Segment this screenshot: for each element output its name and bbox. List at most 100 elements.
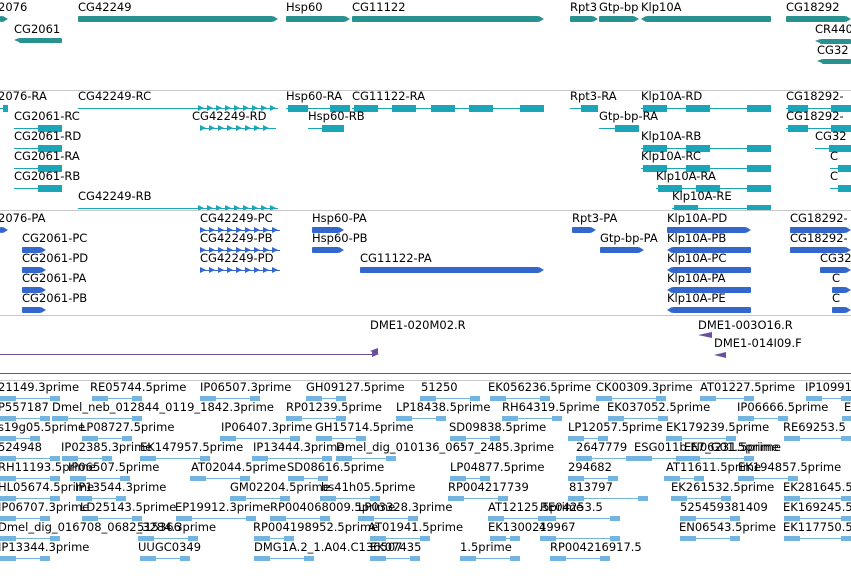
- transcript-glyph[interactable]: [286, 105, 350, 112]
- est-glyph[interactable]: [420, 396, 480, 401]
- transcript-glyph[interactable]: [14, 145, 62, 152]
- protein-glyph[interactable]: [200, 227, 280, 233]
- protein-glyph[interactable]: [667, 247, 751, 253]
- est-glyph[interactable]: [0, 496, 60, 501]
- est-glyph[interactable]: [596, 396, 666, 401]
- protein-glyph[interactable]: [667, 267, 751, 273]
- protein-glyph[interactable]: [832, 307, 851, 313]
- est-glyph[interactable]: [784, 516, 851, 521]
- est-glyph[interactable]: [680, 536, 740, 541]
- est-glyph[interactable]: [254, 556, 314, 561]
- protein-glyph[interactable]: [667, 287, 751, 293]
- est-glyph[interactable]: [568, 436, 608, 441]
- gene-glyph[interactable]: [0, 16, 8, 22]
- est-glyph[interactable]: [76, 496, 126, 501]
- gene-glyph[interactable]: [641, 16, 771, 22]
- gene-glyph[interactable]: [14, 38, 62, 43]
- est-glyph[interactable]: [666, 436, 736, 441]
- est-glyph[interactable]: [230, 496, 290, 501]
- protein-glyph[interactable]: [200, 247, 280, 253]
- est-glyph[interactable]: [396, 416, 446, 421]
- gene-glyph[interactable]: [815, 39, 851, 44]
- est-glyph[interactable]: [254, 536, 294, 541]
- est-glyph[interactable]: [460, 556, 520, 561]
- est-glyph[interactable]: [0, 556, 50, 561]
- gene-glyph[interactable]: [570, 16, 598, 22]
- transcript-glyph[interactable]: [641, 165, 771, 172]
- transcript-glyph[interactable]: [786, 125, 851, 132]
- est-glyph[interactable]: [320, 496, 380, 501]
- protein-glyph[interactable]: [22, 287, 46, 293]
- est-glyph[interactable]: [220, 436, 300, 441]
- est-glyph[interactable]: [140, 456, 210, 461]
- est-glyph[interactable]: [568, 496, 648, 501]
- est-glyph[interactable]: [0, 516, 50, 521]
- protein-glyph[interactable]: [832, 287, 851, 293]
- est-glyph[interactable]: [540, 516, 620, 521]
- est-glyph[interactable]: [490, 536, 520, 541]
- est-glyph[interactable]: [0, 396, 60, 401]
- transcript-glyph[interactable]: [815, 145, 851, 152]
- clone-glyph[interactable]: [698, 332, 712, 338]
- transcript-glyph[interactable]: [656, 185, 771, 192]
- transcript-glyph[interactable]: [786, 105, 851, 112]
- transcript-glyph[interactable]: [0, 105, 8, 112]
- est-glyph[interactable]: [358, 516, 418, 521]
- est-glyph[interactable]: [52, 416, 142, 421]
- est-glyph[interactable]: [550, 556, 610, 561]
- est-glyph[interactable]: [450, 476, 490, 481]
- est-glyph[interactable]: [671, 496, 731, 501]
- transcript-glyph[interactable]: [830, 185, 851, 192]
- est-glyph[interactable]: [700, 396, 754, 401]
- est-glyph[interactable]: [286, 416, 346, 421]
- protein-glyph[interactable]: [790, 227, 851, 233]
- est-glyph[interactable]: [82, 436, 132, 441]
- est-glyph[interactable]: [62, 456, 112, 461]
- gene-glyph[interactable]: [78, 16, 278, 22]
- protein-glyph[interactable]: [312, 227, 344, 233]
- est-glyph[interactable]: [450, 436, 500, 441]
- est-glyph[interactable]: [738, 416, 788, 421]
- est-glyph[interactable]: [92, 396, 142, 401]
- protein-glyph[interactable]: [667, 307, 751, 313]
- est-glyph[interactable]: [306, 396, 346, 401]
- est-glyph[interactable]: [576, 456, 636, 461]
- est-glyph[interactable]: [316, 436, 366, 441]
- est-glyph[interactable]: [370, 556, 420, 561]
- est-glyph[interactable]: [70, 476, 130, 481]
- gene-glyph[interactable]: [286, 16, 350, 22]
- est-glyph[interactable]: [490, 396, 550, 401]
- est-glyph[interactable]: [540, 536, 620, 541]
- transcript-glyph[interactable]: [830, 165, 851, 172]
- protein-glyph[interactable]: [820, 267, 851, 273]
- est-glyph[interactable]: [288, 476, 328, 481]
- transcript-glyph[interactable]: [570, 105, 598, 112]
- est-glyph[interactable]: [140, 556, 190, 561]
- est-glyph[interactable]: [336, 456, 396, 461]
- protein-glyph[interactable]: [22, 267, 46, 273]
- est-glyph[interactable]: [738, 476, 798, 481]
- transcript-glyph[interactable]: [308, 125, 344, 132]
- est-glyph[interactable]: [0, 476, 60, 481]
- protein-glyph[interactable]: [22, 307, 46, 313]
- protein-glyph[interactable]: [200, 267, 280, 273]
- transcript-glyph[interactable]: [14, 165, 62, 172]
- est-glyph[interactable]: [0, 456, 60, 461]
- protein-glyph[interactable]: [360, 267, 544, 273]
- protein-glyph[interactable]: [600, 247, 644, 253]
- est-glyph[interactable]: [252, 456, 332, 461]
- est-glyph[interactable]: [0, 436, 40, 441]
- est-glyph[interactable]: [680, 516, 740, 521]
- gene-glyph[interactable]: [352, 16, 544, 22]
- est-glyph[interactable]: [664, 476, 704, 481]
- transcript-glyph[interactable]: [14, 125, 62, 132]
- est-glyph[interactable]: [370, 536, 430, 541]
- est-glyph[interactable]: [842, 416, 851, 421]
- gene-glyph[interactable]: [817, 59, 851, 64]
- transcript-glyph[interactable]: [599, 125, 639, 132]
- protein-glyph[interactable]: [312, 247, 344, 253]
- est-glyph[interactable]: [82, 516, 142, 521]
- est-glyph[interactable]: [784, 536, 851, 541]
- est-glyph[interactable]: [608, 416, 668, 421]
- transcript-glyph[interactable]: [672, 205, 771, 210]
